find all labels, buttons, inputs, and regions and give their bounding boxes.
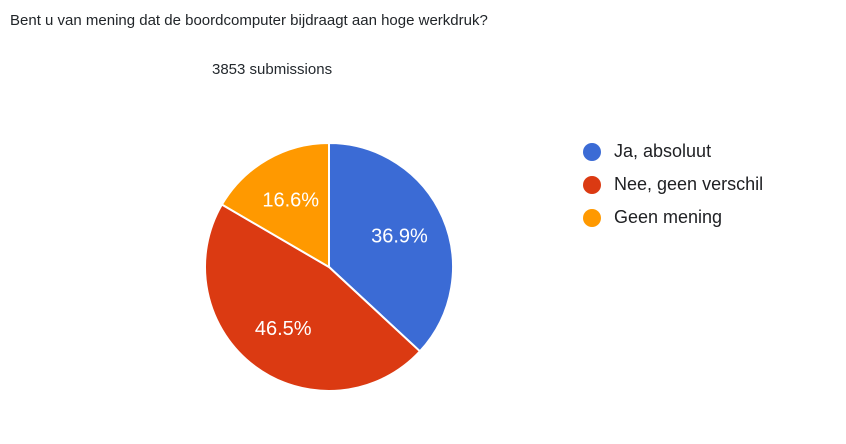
legend-color-dot-icon xyxy=(583,208,601,227)
legend-label: Ja, absoluut xyxy=(614,141,712,161)
pie-slice-0[interactable] xyxy=(328,142,454,353)
pie-slice-percentage-label: 36.9% xyxy=(371,225,428,247)
pie-slice-1[interactable] xyxy=(204,203,421,392)
chart-title: Bent u van mening dat de boordcomputer b… xyxy=(10,12,488,29)
legend-label: Nee, geen verschil xyxy=(614,174,764,194)
legend-color-dot-icon xyxy=(583,142,601,161)
chart-legend: Ja, absoluut Nee, geen verschil Geen men… xyxy=(583,135,763,234)
legend-label: Geen mening xyxy=(614,207,723,227)
pie-slice-percentage-label: 16.6% xyxy=(262,189,319,211)
pie-chart[interactable]: 36.9% 46.5% 16.6% xyxy=(194,132,464,402)
pie-slice-percentage-label: 46.5% xyxy=(255,318,312,340)
submissions-count: 3853 submissions xyxy=(212,61,333,78)
legend-item-nee-geen-verschil: Nee, geen verschil xyxy=(583,168,763,201)
legend-item-geen-mening: Geen mening xyxy=(583,201,763,234)
pie-slice-2[interactable] xyxy=(220,142,330,268)
legend-item-ja-absoluut: Ja, absoluut xyxy=(583,135,763,168)
legend-color-dot-icon xyxy=(583,175,601,194)
